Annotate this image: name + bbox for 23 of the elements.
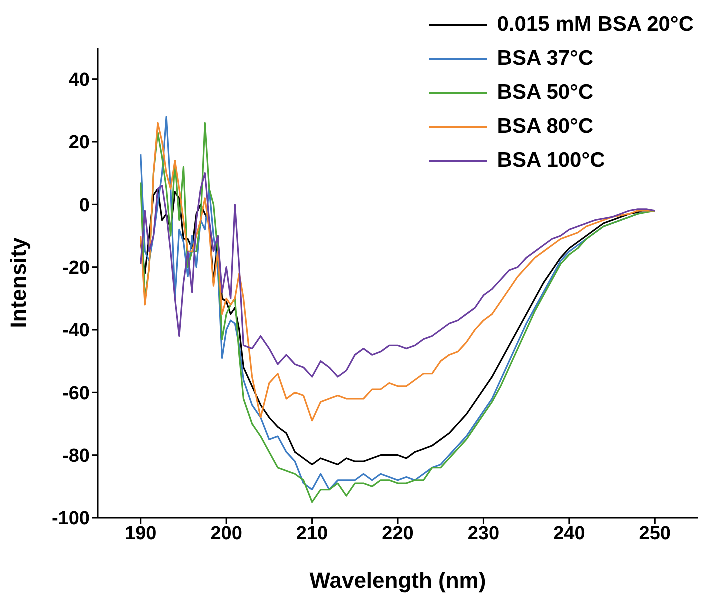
y-tick-label: -80 <box>62 446 90 468</box>
y-axis-title: Intensity <box>6 237 31 328</box>
legend-label: BSA 50°C <box>497 81 594 105</box>
y-tick-label: 20 <box>68 132 90 154</box>
legend-label: BSA 80°C <box>497 115 594 139</box>
y-tick-label: -60 <box>62 383 90 404</box>
y-tick-label: -20 <box>62 258 90 280</box>
x-tick-label: 250 <box>639 523 671 544</box>
y-tick-label: 0 <box>79 195 90 216</box>
y-tick-label: -40 <box>62 320 90 342</box>
x-tick-label: 240 <box>554 523 586 544</box>
x-tick-label: 200 <box>210 523 242 544</box>
legend-label: BSA 37°C <box>497 47 594 71</box>
x-tick-label: 210 <box>296 523 328 544</box>
legend-label: BSA 100°C <box>497 149 606 173</box>
x-tick-label: 220 <box>382 523 414 544</box>
x-tick-label: 190 <box>125 523 157 544</box>
y-tick-label: -100 <box>52 508 90 530</box>
legend-label: 0.015 mM BSA 20°C <box>497 13 694 37</box>
line-series <box>140 172 656 378</box>
x-tick-label: 230 <box>468 523 500 544</box>
x-axis-title: Wavelength (nm) <box>310 568 486 593</box>
y-tick-label: 40 <box>68 70 90 92</box>
